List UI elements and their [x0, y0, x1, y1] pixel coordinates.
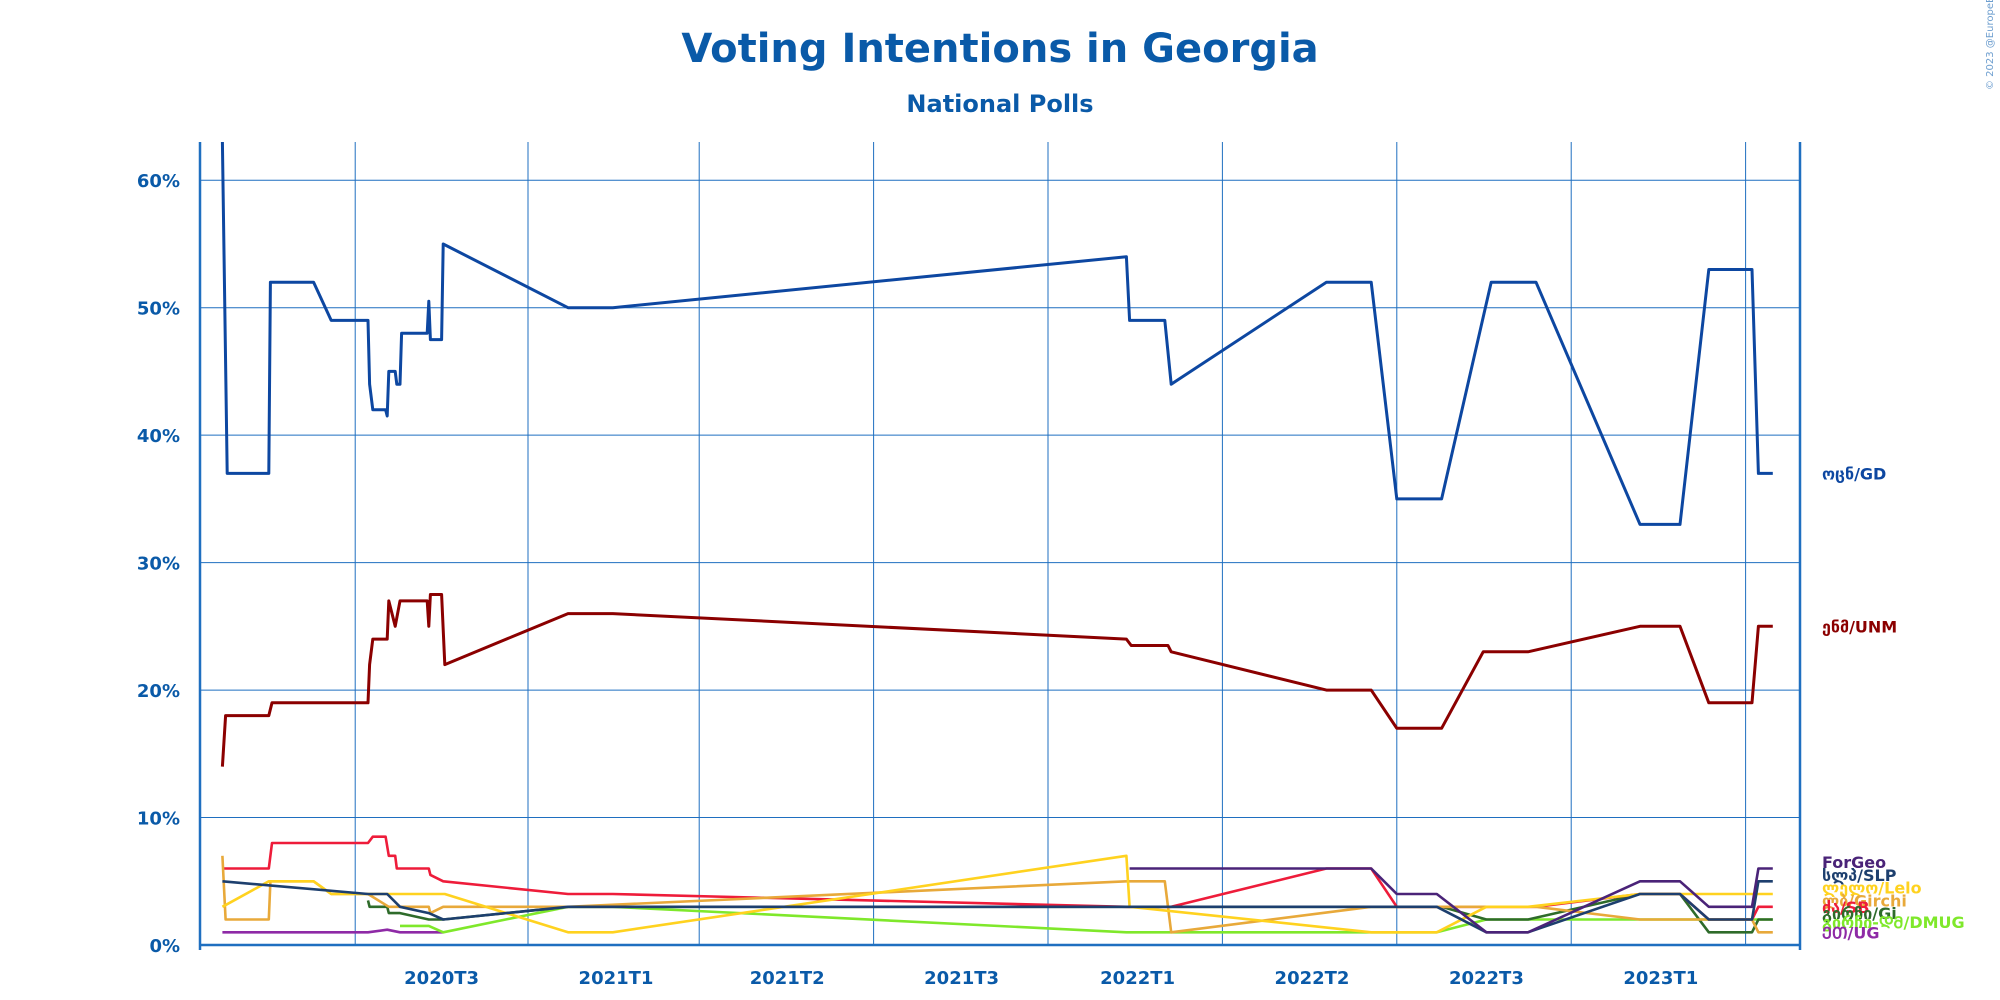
series-label: ᲔᲗ/UG — [1822, 923, 1880, 942]
series-label: ლელო/Lelo — [1822, 879, 1922, 898]
series-label: გირჩი-ᲓᲛ/DMUG — [1822, 913, 1965, 932]
series-line — [222, 879, 1773, 934]
series-line — [221, 855, 1773, 934]
chart-subtitle: National Polls — [906, 90, 1093, 118]
x-tick-label: 2023T1 — [1623, 968, 1698, 989]
y-tick-label: 0% — [149, 936, 180, 957]
y-tick-label: 10% — [137, 809, 180, 830]
series-line — [220, 141, 1773, 526]
x-tick-label: 2020T3 — [404, 968, 479, 989]
axes: 0% 10% 20% 30% 40% 50% 60% 2020T3 2021T1 2021T2 20… — [137, 142, 1802, 989]
grid — [200, 142, 1800, 946]
chart-title: Voting Intentions in Georgia — [681, 26, 1318, 72]
x-tick-label: 2022T2 — [1275, 968, 1350, 989]
copyright-credit: © 2023 @EuropeElects — [1985, 0, 1996, 90]
y-tick-label: 50% — [137, 299, 180, 320]
series-line — [366, 892, 1773, 934]
x-tick-label: 2021T2 — [750, 968, 825, 989]
series-label: ოცნ/GD — [1822, 464, 1886, 483]
x-tick-label: 2021T3 — [924, 968, 999, 989]
y-tick-label: 60% — [137, 171, 180, 192]
series-line — [1129, 867, 1773, 934]
x-tick-label: 2021T1 — [579, 968, 654, 989]
series-line — [221, 854, 1773, 934]
series-label: ForGeo — [1822, 853, 1886, 872]
y-tick-label: 30% — [137, 554, 180, 575]
y-tick-label: 40% — [137, 426, 180, 447]
series-label: ლბ/Girchi — [1822, 891, 1907, 910]
series-line — [222, 928, 444, 934]
x-tick-label: 2022T3 — [1449, 968, 1524, 989]
series-label: ენმ/UNM — [1822, 617, 1897, 636]
series-label: გირჩი/Gi — [1822, 904, 1897, 923]
series-label: სლპ/SLP — [1822, 866, 1897, 885]
legend: ოცნ/GD ენმ/UNM ForGeoსლპ/SLPლელო/Leloლბ/Gi… — [1822, 464, 1965, 942]
series-line — [220, 593, 1773, 767]
series-lines — [220, 141, 1773, 934]
x-tick-label: 2022T1 — [1100, 968, 1175, 989]
y-tick-label: 20% — [137, 681, 180, 702]
series-label: ძა/SB — [1822, 898, 1870, 917]
